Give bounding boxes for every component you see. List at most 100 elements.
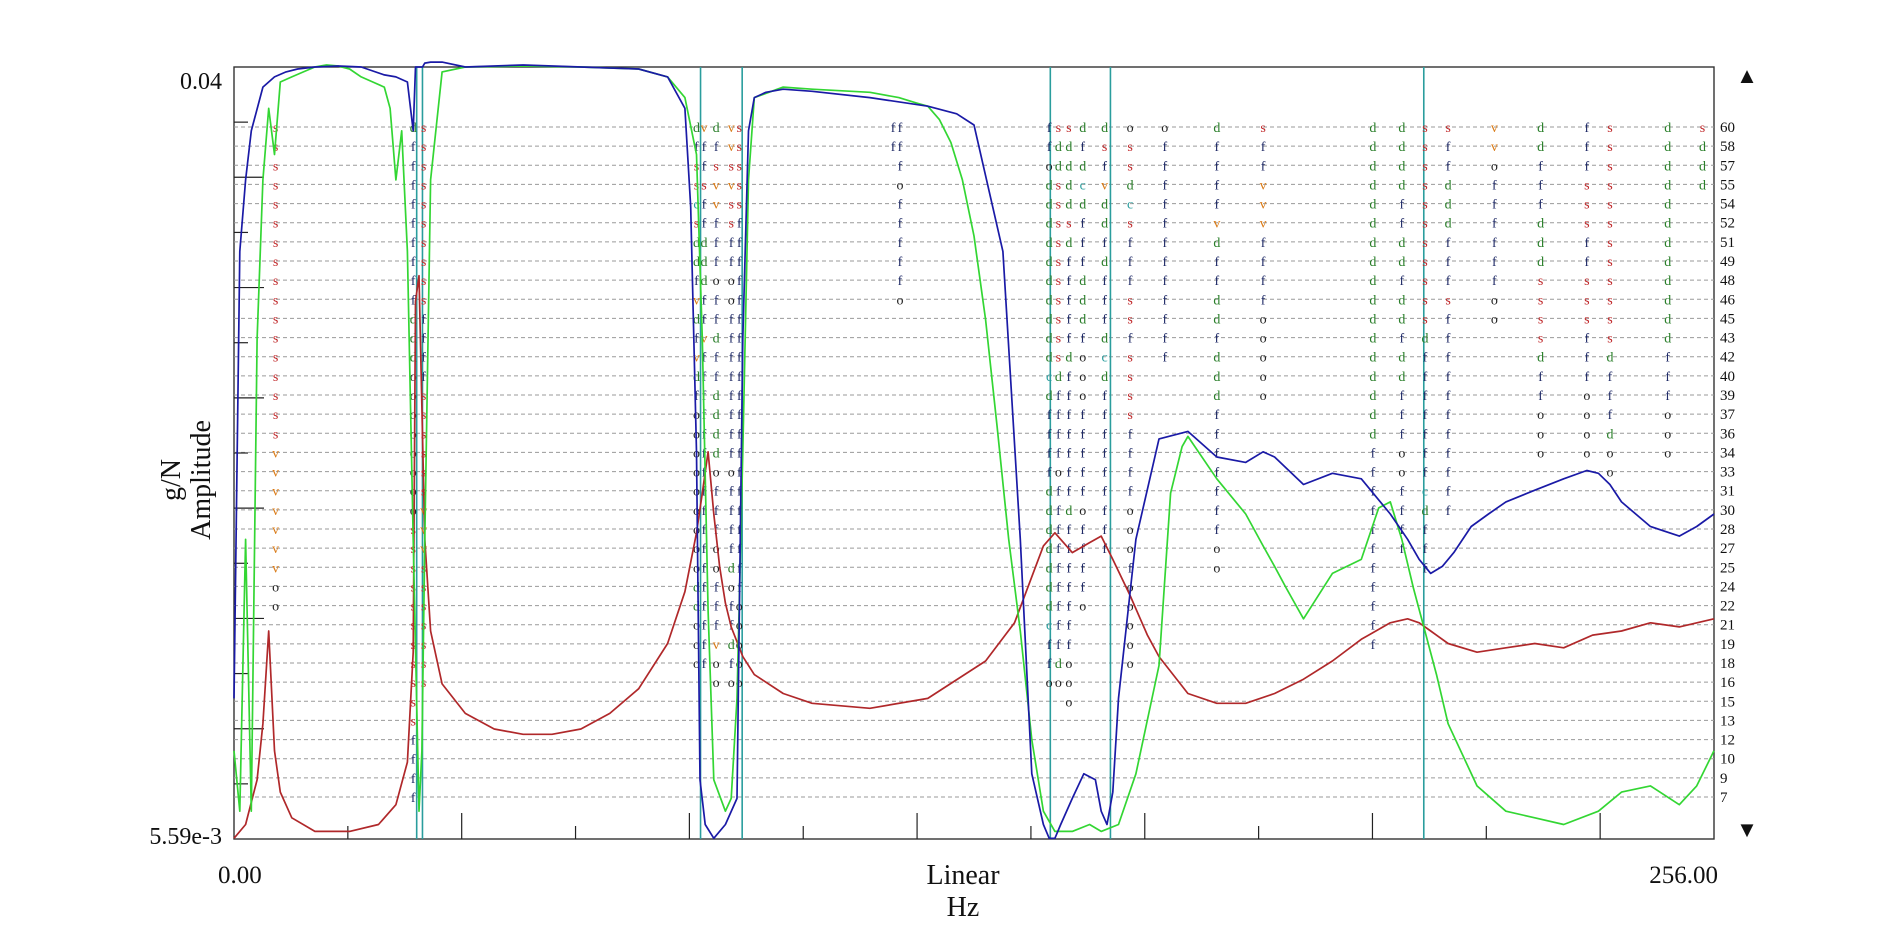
order-mark: f xyxy=(421,370,426,385)
order-mark: f xyxy=(1047,408,1052,423)
order-mark: f xyxy=(1423,351,1428,366)
order-mark: s xyxy=(421,293,426,308)
order-mark: f xyxy=(702,580,707,595)
order-mark: v xyxy=(1260,217,1267,232)
order-mark: d xyxy=(1046,236,1053,251)
order-mark: d xyxy=(693,370,700,385)
order-mark: f xyxy=(702,504,707,519)
order-mark: o xyxy=(1260,370,1267,385)
order-mark: f xyxy=(1162,217,1167,232)
order-mark: f xyxy=(1446,236,1451,251)
order-mark: f xyxy=(1371,523,1376,538)
order-mark: s xyxy=(1127,408,1132,423)
order-mark: s xyxy=(410,676,415,691)
order-mark: o xyxy=(728,580,735,595)
order-mark: f xyxy=(1128,561,1133,576)
order-mark: f xyxy=(1446,274,1451,289)
order-mark: f xyxy=(1423,370,1428,385)
order-mark: f xyxy=(737,255,742,270)
order-mark: s xyxy=(737,198,742,213)
order-mark: v xyxy=(272,504,279,519)
order-label: 37 xyxy=(1720,407,1736,423)
order-label: 55 xyxy=(1720,177,1735,193)
order-mark: f xyxy=(1162,236,1167,251)
order-mark: d xyxy=(713,389,720,404)
order-mark: d xyxy=(1101,121,1108,136)
order-mark: f xyxy=(702,561,707,576)
order-mark: s xyxy=(421,274,426,289)
order-mark: v xyxy=(272,561,279,576)
order-mark: o xyxy=(1127,542,1134,557)
cursor-lines xyxy=(415,67,1425,839)
order-mark: o xyxy=(1583,408,1590,423)
order-mark: f xyxy=(1446,159,1451,174)
order-mark: s xyxy=(1584,178,1589,193)
order-mark: s xyxy=(1538,293,1543,308)
order-mark: f xyxy=(1446,255,1451,270)
order-label: 16 xyxy=(1720,675,1736,691)
order-mark: f xyxy=(737,332,742,347)
order-mark: s xyxy=(1422,274,1427,289)
order-mark: d xyxy=(1445,217,1452,232)
order-mark: f xyxy=(737,389,742,404)
order-mark: f xyxy=(891,140,896,155)
order-mark: d xyxy=(1065,504,1072,519)
order-mark: o xyxy=(1161,121,1168,136)
order-mark: d xyxy=(1046,312,1053,327)
order-mark: f xyxy=(1399,408,1404,423)
order-mark: s xyxy=(737,140,742,155)
order-mark: f xyxy=(1371,504,1376,519)
order-mark: o xyxy=(1491,312,1498,327)
order-mark: d xyxy=(693,236,700,251)
order-mark: s xyxy=(1607,236,1612,251)
order-mark: s xyxy=(1127,370,1132,385)
order-mark: f xyxy=(411,753,416,768)
scroll-down-button[interactable]: ▼ xyxy=(1736,817,1758,842)
order-mark: f xyxy=(1214,446,1219,461)
order-mark: v xyxy=(272,542,279,557)
order-mark: d xyxy=(1046,255,1053,270)
order-label: 52 xyxy=(1720,216,1735,232)
order-mark: v xyxy=(420,542,427,557)
order-mark: d xyxy=(1101,332,1108,347)
order-mark: f xyxy=(898,217,903,232)
order-mark: v xyxy=(728,140,735,155)
order-mark: f xyxy=(1080,542,1085,557)
order-mark: f xyxy=(1066,446,1071,461)
order-mark: o xyxy=(1079,600,1086,615)
order-mark: d xyxy=(1537,217,1544,232)
order-mark: d xyxy=(1046,332,1053,347)
order-mark: f xyxy=(714,236,719,251)
order-mark: f xyxy=(421,351,426,366)
order-mark: o xyxy=(1398,466,1405,481)
order-mark: o xyxy=(1055,676,1062,691)
order-mark: d xyxy=(1664,217,1671,232)
order-label: 54 xyxy=(1720,197,1736,213)
order-mark: f xyxy=(1128,236,1133,251)
order-mark: f xyxy=(1066,600,1071,615)
order-mark: o xyxy=(1491,159,1498,174)
order-mark: s xyxy=(1607,121,1612,136)
order-mark: v xyxy=(1491,140,1498,155)
order-mark: f xyxy=(1066,293,1071,308)
order-mark: f xyxy=(737,351,742,366)
order-mark: s xyxy=(273,312,278,327)
order-mark: f xyxy=(1047,121,1052,136)
order-mark: f xyxy=(714,140,719,155)
scroll-up-button[interactable]: ▲ xyxy=(1736,63,1758,88)
order-mark: d xyxy=(1537,236,1544,251)
order-mark: f xyxy=(411,734,416,749)
order-mark: d xyxy=(1046,580,1053,595)
order-mark: f xyxy=(1584,370,1589,385)
order-label: 31 xyxy=(1720,484,1735,500)
order-mark: f xyxy=(1423,523,1428,538)
order-mark: o xyxy=(1055,466,1062,481)
order-mark: d xyxy=(1398,159,1405,174)
order-mark: f xyxy=(702,466,707,481)
order-mark: o xyxy=(410,427,417,442)
order-mark: s xyxy=(421,140,426,155)
order-mark: d xyxy=(1369,159,1376,174)
order-mark: s xyxy=(1607,178,1612,193)
order-mark: s xyxy=(1607,293,1612,308)
